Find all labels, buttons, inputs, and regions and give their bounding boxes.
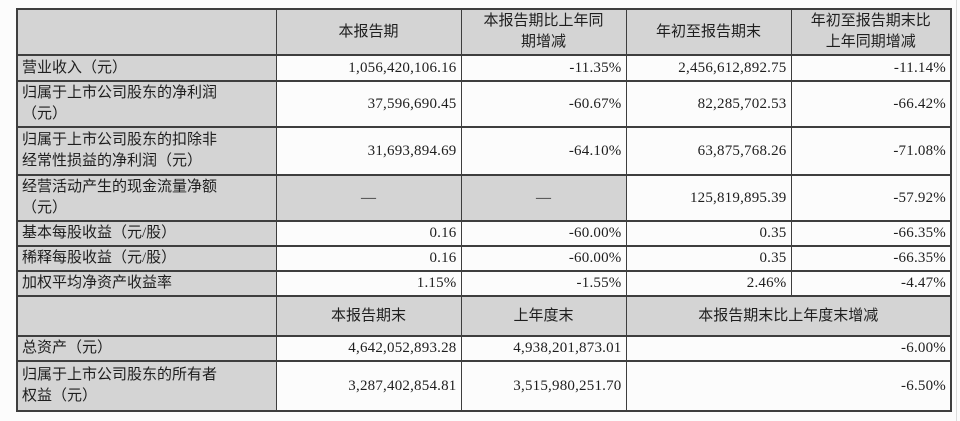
row-net-profit-excl-nonrecurring: 归属于上市公司股东的扣除非 经常性损益的净利润（元） 31,693,894.69… [16, 126, 952, 176]
cell-ytd-change: -4.47% [790, 270, 952, 297]
section2-header-row: 本报告期末 上年度末 本报告期末比上年度末增减 [16, 295, 952, 337]
cell-yoy-change: -64.10% [460, 126, 627, 176]
cell-current-period: 0.16 [275, 245, 462, 272]
scan-edge-line [956, 0, 957, 421]
cell-yoy-change: -60.00% [460, 220, 627, 247]
cell-ytd: 0.35 [625, 245, 792, 272]
cell-yoy-change: -60.00% [460, 245, 627, 272]
row-label: 营业收入（元） [16, 54, 277, 82]
row-label: 经营活动产生的现金流量净额 （元） [16, 174, 277, 222]
cell-current-period: 31,693,894.69 [275, 126, 462, 176]
cell-current-period: 37,596,690.45 [275, 80, 462, 128]
cell-current-period: 1,056,420,106.16 [275, 54, 462, 82]
row-label: 归属于上市公司股东的扣除非 经常性损益的净利润（元） [16, 126, 277, 176]
header-ytd-yoy-change: 年初至报告期末比 上年同期增减 [790, 8, 952, 56]
row-basic-eps: 基本每股收益（元/股） 0.16 -60.00% 0.35 -66.35% [16, 220, 952, 247]
cell-ytd-change: -11.14% [790, 54, 952, 82]
row-label: 总资产（元） [16, 335, 277, 362]
row-owners-equity: 归属于上市公司股东的所有者 权益（元） 3,287,402,854.81 3,5… [16, 360, 952, 412]
header-current-period-yoy-change: 本报告期比上年同 期增减 [460, 8, 627, 56]
row-label: 基本每股收益（元/股） [16, 220, 277, 247]
cell-yoy-change: -60.67% [460, 80, 627, 128]
row-label: 归属于上市公司股东的净利润 （元） [16, 80, 277, 128]
cell-yoy-change-empty: — [460, 174, 627, 222]
cell-end-of-period: 4,642,052,893.28 [275, 335, 462, 362]
cell-ytd-change: -66.35% [790, 220, 952, 247]
row-diluted-eps: 稀释每股收益（元/股） 0.16 -60.00% 0.35 -66.35% [16, 245, 952, 272]
cell-current-period: 0.16 [275, 220, 462, 247]
cell-ytd-change: -66.42% [790, 80, 952, 128]
cell-ytd-change: -71.08% [790, 126, 952, 176]
header-blank-cell [16, 295, 277, 337]
cell-ytd: 2.46% [625, 270, 792, 297]
cell-period-end-change: -6.50% [625, 360, 952, 412]
row-net-profit: 归属于上市公司股东的净利润 （元） 37,596,690.45 -60.67% … [16, 80, 952, 128]
cell-yoy-change: -1.55% [460, 270, 627, 297]
cell-ytd-change: -66.35% [790, 245, 952, 272]
header-period-end-change: 本报告期末比上年度末增减 [625, 295, 952, 337]
row-label: 归属于上市公司股东的所有者 权益（元） [16, 360, 277, 412]
cell-ytd: 0.35 [625, 220, 792, 247]
cell-ytd: 125,819,895.39 [625, 174, 792, 222]
cell-ytd-change: -57.92% [790, 174, 952, 222]
header-year-to-date: 年初至报告期末 [625, 8, 792, 56]
cell-end-of-period: 3,287,402,854.81 [275, 360, 462, 412]
cell-end-of-last-year: 4,938,201,873.01 [460, 335, 627, 362]
cell-current-period-empty: — [275, 174, 462, 222]
row-label: 加权平均净资产收益率 [16, 270, 277, 297]
cell-period-end-change: -6.00% [625, 335, 952, 362]
row-total-assets: 总资产（元） 4,642,052,893.28 4,938,201,873.01… [16, 335, 952, 362]
row-operating-revenue: 营业收入（元） 1,056,420,106.16 -11.35% 2,456,6… [16, 54, 952, 82]
header-blank-cell [16, 8, 277, 56]
cell-yoy-change: -11.35% [460, 54, 627, 82]
cell-ytd: 82,285,702.53 [625, 80, 792, 128]
cell-end-of-last-year: 3,515,980,251.70 [460, 360, 627, 412]
cell-ytd: 2,456,612,892.75 [625, 54, 792, 82]
cell-current-period: 1.15% [275, 270, 462, 297]
header-current-period: 本报告期 [275, 8, 462, 56]
row-label: 稀释每股收益（元/股） [16, 245, 277, 272]
financial-summary-table: 本报告期 本报告期比上年同 期增减 年初至报告期末 年初至报告期末比 上年同期增… [16, 8, 952, 412]
cell-ytd: 63,875,768.26 [625, 126, 792, 176]
row-operating-cash-flow: 经营活动产生的现金流量净额 （元） — — 125,819,895.39 -57… [16, 174, 952, 222]
header-end-of-period: 本报告期末 [275, 295, 462, 337]
header-end-of-last-year: 上年度末 [460, 295, 627, 337]
row-weighted-avg-roe: 加权平均净资产收益率 1.15% -1.55% 2.46% -4.47% [16, 270, 952, 297]
section1-header-row: 本报告期 本报告期比上年同 期增减 年初至报告期末 年初至报告期末比 上年同期增… [16, 8, 952, 56]
